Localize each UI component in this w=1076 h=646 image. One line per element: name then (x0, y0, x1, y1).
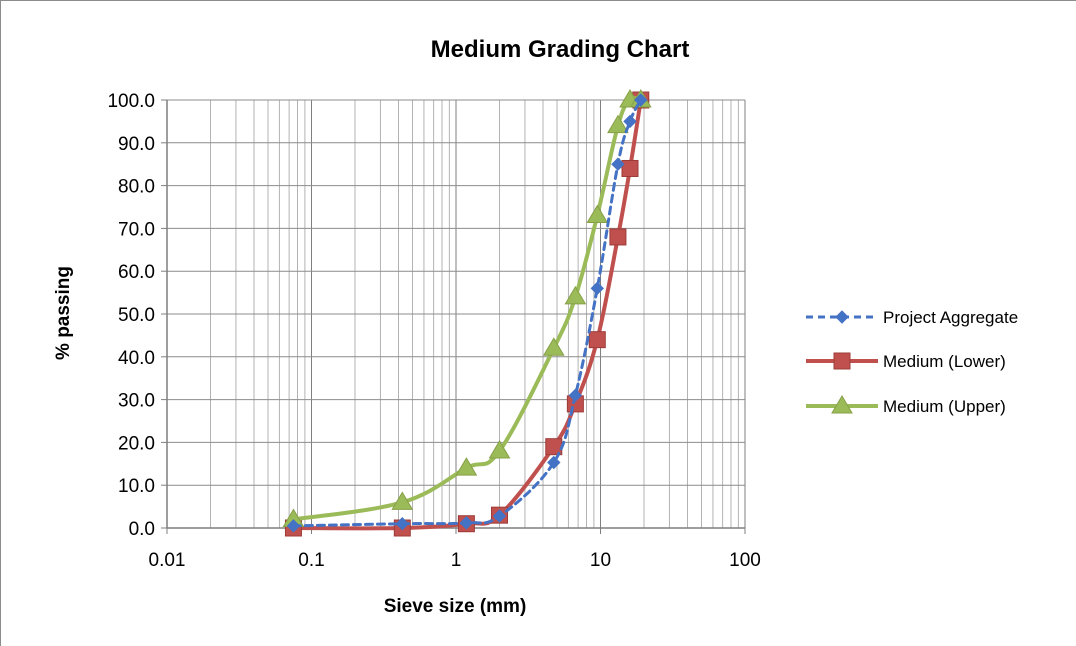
data-point-diamond (568, 388, 583, 403)
data-point-square (621, 159, 639, 177)
x-axis-title: Sieve size (mm) (384, 596, 527, 617)
y-tick-label: 30.0 (118, 391, 155, 412)
data-point-square (609, 228, 627, 246)
data-point-diamond (611, 157, 625, 171)
legend-label: Medium (Lower) (883, 352, 1006, 371)
axes (161, 99, 746, 534)
series-project-aggregate (286, 93, 648, 533)
grid (166, 99, 746, 529)
legend-item: Project Aggregate (806, 308, 1018, 327)
y-tick-label: 100.0 (107, 91, 155, 112)
data-point-diamond (395, 517, 410, 531)
data-point-triangle (586, 204, 609, 224)
data-point-diamond (547, 455, 561, 470)
legend-swatch-marker (831, 395, 853, 414)
data-point-diamond (590, 281, 604, 296)
series-line (291, 98, 643, 528)
data-point-triangle (455, 457, 478, 476)
y-tick-label: 50.0 (118, 305, 155, 326)
series-line (291, 98, 643, 531)
y-tick-label: 80.0 (118, 177, 155, 198)
data-point-diamond (623, 114, 637, 129)
legend-swatch-marker (835, 310, 849, 324)
x-tick-label: 100 (729, 550, 761, 571)
legend-item: Medium (Upper) (806, 395, 1006, 416)
legend: Project Aggregate Medium (Lower) Medium (U… (806, 308, 1018, 416)
y-tick-label: 60.0 (118, 262, 155, 283)
y-tick-label: 10.0 (118, 476, 155, 497)
legend-swatch-marker (833, 352, 851, 370)
x-tick-label: 0.01 (149, 550, 186, 571)
x-tick-label: 10 (590, 550, 611, 571)
series-medium-upper (282, 89, 652, 527)
legend-label: Project Aggregate (883, 308, 1018, 327)
legend-item: Medium (Lower) (806, 352, 1006, 371)
data-point-triangle (542, 337, 565, 356)
data-point-triangle (564, 285, 587, 305)
data-point-triangle (391, 491, 414, 510)
chart-title: Medium Grading Chart (431, 36, 690, 63)
series (282, 89, 652, 537)
data-point-diamond (286, 519, 301, 533)
data-point-diamond (634, 93, 648, 107)
series-line (291, 95, 643, 522)
tick-labels: 0.010.020.030.040.050.060.070.080.090.01… (107, 91, 760, 571)
x-tick-label: 1 (451, 550, 462, 571)
data-point-triangle (488, 439, 511, 459)
y-tick-label: 90.0 (118, 134, 155, 155)
y-tick-label: 0.0 (129, 519, 155, 540)
data-point-diamond (492, 509, 507, 523)
data-point-triangle (607, 114, 629, 134)
data-point-square (588, 331, 606, 349)
y-tick-label: 20.0 (118, 433, 155, 454)
y-axis-title: % passing (53, 266, 74, 360)
y-tick-label: 70.0 (118, 219, 155, 240)
x-tick-label: 0.1 (298, 550, 324, 571)
data-point-diamond (459, 516, 474, 530)
legend-label: Medium (Upper) (883, 397, 1006, 416)
y-tick-label: 40.0 (118, 348, 155, 369)
